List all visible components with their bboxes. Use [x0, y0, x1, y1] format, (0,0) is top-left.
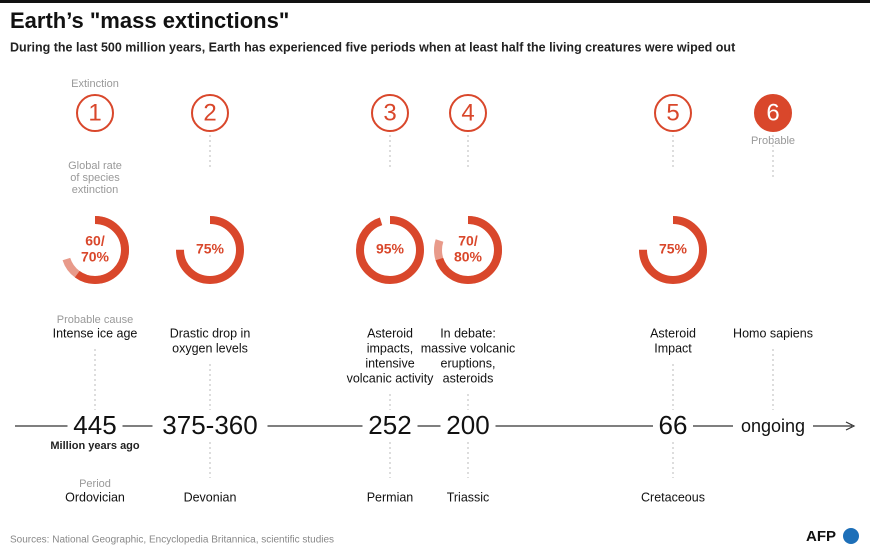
rate-value: 70% [81, 249, 110, 265]
logo-mark [843, 528, 859, 544]
logo: AFP [806, 528, 836, 545]
extinction-label: Extinction [71, 78, 119, 90]
cause-text: asteroids [443, 371, 494, 385]
date-bg [440, 414, 496, 438]
cause-text: volcanic activity [347, 371, 435, 385]
rate-label: Global rate [68, 160, 122, 172]
cause-text: impacts, [367, 341, 414, 355]
period: Triassic [447, 490, 490, 504]
extinction-number: 4 [461, 99, 474, 126]
donut-arc [356, 216, 424, 284]
number-circle [654, 94, 692, 132]
cause-text: eruptions, [441, 356, 496, 370]
unit-label: Million years ago [50, 440, 140, 452]
cause-label: Probable cause [57, 314, 133, 326]
cause-text: Homo sapiens [733, 326, 813, 340]
date: 252 [368, 410, 411, 440]
date-bg [733, 414, 813, 438]
timeline-arrow [845, 421, 856, 431]
title: Earth’s "mass extinctions" [10, 8, 289, 33]
number-circle [76, 94, 114, 132]
cause-text: Asteroid [650, 326, 696, 340]
date-bg [362, 414, 418, 438]
donut-arc [434, 216, 502, 284]
cause-text: oxygen levels [172, 341, 248, 355]
date: 445 [73, 410, 116, 440]
cause-text: Drastic drop in [170, 326, 251, 340]
extinction-number: 2 [203, 99, 216, 126]
period: Ordovician [65, 490, 125, 504]
rate-label: of species [70, 172, 120, 184]
number-circle [191, 94, 229, 132]
period: Cretaceous [641, 490, 705, 504]
date: ongoing [741, 416, 805, 436]
cause-text: intensive [365, 356, 414, 370]
rate-label: extinction [72, 184, 118, 196]
date: 66 [659, 410, 688, 440]
cause-text: Asteroid [367, 326, 413, 340]
extinction-number: 1 [88, 99, 101, 126]
period: Permian [367, 490, 414, 504]
donut-arc [176, 216, 244, 284]
number-circle [449, 94, 487, 132]
rate-value: 75% [196, 241, 225, 257]
cause-text: Impact [654, 341, 692, 355]
number-circle [754, 94, 792, 132]
extinction-number: 3 [383, 99, 396, 126]
sources: Sources: National Geographic, Encycloped… [10, 535, 334, 546]
rate-value: 75% [659, 241, 688, 257]
date: 375-360 [162, 410, 257, 440]
cause-text: massive volcanic [421, 341, 515, 355]
top-rule [0, 0, 870, 3]
cause-text: Intense ice age [53, 326, 138, 340]
date: 200 [446, 410, 489, 440]
subtitle: During the last 500 million years, Earth… [10, 40, 736, 54]
date-bg [67, 414, 123, 438]
rate-value: 60/ [85, 233, 105, 249]
rate-value: 95% [376, 241, 405, 257]
number-circle [371, 94, 409, 132]
donut-arc [61, 216, 129, 284]
rate-value: 70/ [458, 233, 478, 249]
period-label: Period [79, 478, 111, 490]
period: Devonian [184, 490, 237, 504]
extinction-number: 5 [666, 99, 679, 126]
date-bg [653, 414, 693, 438]
extinction-number: 6 [766, 99, 779, 126]
rate-value: 80% [454, 249, 483, 265]
date-bg [152, 414, 268, 438]
cause-text: In debate: [440, 326, 496, 340]
donut-arc [639, 216, 707, 284]
